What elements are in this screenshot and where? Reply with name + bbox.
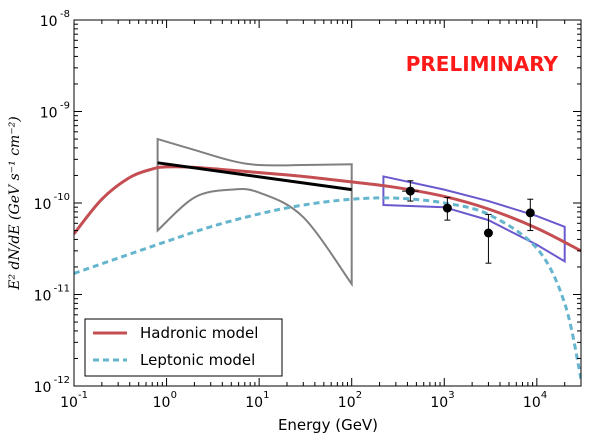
legend-box: [84, 318, 283, 377]
x-tick-exponent: 3: [448, 390, 454, 401]
x-tick-exponent: 2: [356, 390, 362, 401]
data-point-marker: [442, 203, 452, 213]
x-tick-exponent: 0: [171, 390, 177, 401]
x-axis-label: Energy (GeV): [278, 416, 378, 434]
y-tick-exponent: -11: [54, 284, 70, 295]
axis-tick-labels: 10 -1 10 0 10 1 10 2 10 3 10 4-1210-1110-1010-910-8…: [34, 9, 548, 411]
x-tick-exponent: 4: [541, 390, 547, 401]
y-tick-label: 10: [34, 380, 52, 396]
y-tick-exponent: -12: [54, 375, 70, 386]
y-axis-label: E² dN/dE (GeV s⁻¹ cm⁻²): [7, 116, 23, 291]
y-tick-exponent: -8: [60, 9, 70, 20]
y-tick-exponent: -9: [60, 101, 70, 112]
x-tick-label: 10: [153, 395, 171, 411]
y-tick-label: 10: [34, 197, 52, 213]
data-point-marker: [483, 228, 493, 238]
y-tick-exponent: -10: [54, 192, 70, 203]
data-point: [483, 213, 493, 264]
data-point: [402, 180, 419, 202]
x-tick-label: 10: [245, 395, 263, 411]
x-tick-label: 10: [60, 395, 78, 411]
series-hadronic-line: [74, 165, 581, 253]
data-point: [442, 196, 452, 221]
plot-area: [74, 137, 581, 380]
x-tick-label: 10: [430, 395, 448, 411]
x-tick-exponent: -1: [78, 390, 88, 401]
axis-ticks: [73, 19, 582, 387]
x-tick-label: 10: [338, 395, 356, 411]
data-point-marker: [405, 186, 415, 196]
x-tick-label: 10: [523, 395, 541, 411]
data-point-marker: [525, 208, 535, 218]
x-tick-exponent: 1: [263, 390, 269, 401]
legend: Hadronic model Leptonic model: [84, 318, 283, 377]
preliminary-annotation: PRELIMINARY: [406, 52, 559, 76]
y-tick-label: 10: [34, 289, 52, 305]
legend-label-hadronic: Hadronic model: [140, 324, 258, 342]
veritas-butterfly: [382, 175, 566, 264]
y-tick-label: 10: [40, 106, 58, 122]
y-tick-label: 10: [40, 14, 58, 30]
fermi-butterfly: [156, 137, 353, 288]
legend-label-leptonic: Leptonic model: [140, 351, 255, 369]
data-point: [525, 198, 535, 232]
fermi-fit-line: [157, 161, 352, 192]
